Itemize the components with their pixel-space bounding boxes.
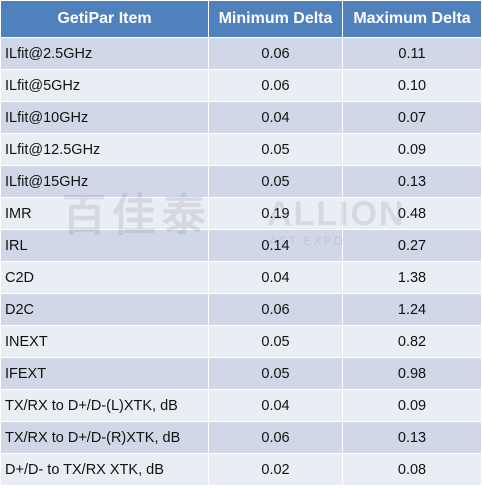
header-getipar-item: GetiPar Item bbox=[0, 0, 209, 38]
item-cell: TX/RX to D+/D-(L)XTK, dB bbox=[0, 389, 209, 422]
table-row: IRL 0.14 0.27 bbox=[0, 229, 482, 262]
maximum-delta-cell: 0.07 bbox=[342, 101, 482, 134]
table-row: IFEXT 0.05 0.98 bbox=[0, 357, 482, 390]
table-row: ILfit@12.5GHz 0.05 0.09 bbox=[0, 133, 482, 166]
minimum-delta-cell: 0.02 bbox=[208, 453, 343, 486]
item-cell: C2D bbox=[0, 261, 209, 294]
item-cell: ILfit@5GHz bbox=[0, 69, 209, 102]
minimum-delta-cell: 0.05 bbox=[208, 165, 343, 198]
maximum-delta-cell: 0.13 bbox=[342, 421, 482, 454]
table-header-row: GetiPar Item Minimum Delta Maximum Delta bbox=[0, 0, 482, 38]
maximum-delta-cell: 0.48 bbox=[342, 197, 482, 230]
minimum-delta-cell: 0.06 bbox=[208, 293, 343, 326]
maximum-delta-cell: 0.98 bbox=[342, 357, 482, 390]
minimum-delta-cell: 0.06 bbox=[208, 421, 343, 454]
minimum-delta-cell: 0.06 bbox=[208, 69, 343, 102]
header-minimum-delta: Minimum Delta bbox=[208, 0, 343, 38]
item-cell: ILfit@10GHz bbox=[0, 101, 209, 134]
table-row: C2D 0.04 1.38 bbox=[0, 261, 482, 294]
maximum-delta-cell: 0.13 bbox=[342, 165, 482, 198]
table-row: D+/D- to TX/RX XTK, dB 0.02 0.08 bbox=[0, 453, 482, 486]
table-row: ILfit@5GHz 0.06 0.10 bbox=[0, 69, 482, 102]
item-cell: TX/RX to D+/D-(R)XTK, dB bbox=[0, 421, 209, 454]
minimum-delta-cell: 0.05 bbox=[208, 325, 343, 358]
maximum-delta-cell: 0.08 bbox=[342, 453, 482, 486]
table-body: ILfit@2.5GHz 0.06 0.11 ILfit@5GHz 0.06 0.10 IL… bbox=[0, 37, 482, 486]
minimum-delta-cell: 0.04 bbox=[208, 389, 343, 422]
table-row: D2C 0.06 1.24 bbox=[0, 293, 482, 326]
maximum-delta-cell: 0.82 bbox=[342, 325, 482, 358]
maximum-delta-cell: 1.38 bbox=[342, 261, 482, 294]
maximum-delta-cell: 0.10 bbox=[342, 69, 482, 102]
item-cell: ILfit@12.5GHz bbox=[0, 133, 209, 166]
table-row: ILfit@2.5GHz 0.06 0.11 bbox=[0, 37, 482, 70]
minimum-delta-cell: 0.04 bbox=[208, 261, 343, 294]
table-row: TX/RX to D+/D-(L)XTK, dB 0.04 0.09 bbox=[0, 389, 482, 422]
maximum-delta-cell: 0.11 bbox=[342, 37, 482, 70]
table-row: IMR 0.19 0.48 bbox=[0, 197, 482, 230]
item-cell: INEXT bbox=[0, 325, 209, 358]
item-cell: ILfit@2.5GHz bbox=[0, 37, 209, 70]
maximum-delta-cell: 0.09 bbox=[342, 389, 482, 422]
maximum-delta-cell: 0.27 bbox=[342, 229, 482, 262]
item-cell: IRL bbox=[0, 229, 209, 262]
item-cell: IMR bbox=[0, 197, 209, 230]
maximum-delta-cell: 1.24 bbox=[342, 293, 482, 326]
minimum-delta-cell: 0.04 bbox=[208, 101, 343, 134]
table-row: ILfit@15GHz 0.05 0.13 bbox=[0, 165, 482, 198]
minimum-delta-cell: 0.14 bbox=[208, 229, 343, 262]
table-row: TX/RX to D+/D-(R)XTK, dB 0.06 0.13 bbox=[0, 421, 482, 454]
item-cell: D+/D- to TX/RX XTK, dB bbox=[0, 453, 209, 486]
item-cell: IFEXT bbox=[0, 357, 209, 390]
minimum-delta-cell: 0.06 bbox=[208, 37, 343, 70]
maximum-delta-cell: 0.09 bbox=[342, 133, 482, 166]
item-cell: D2C bbox=[0, 293, 209, 326]
item-cell: ILfit@15GHz bbox=[0, 165, 209, 198]
minimum-delta-cell: 0.05 bbox=[208, 357, 343, 390]
table-row: INEXT 0.05 0.82 bbox=[0, 325, 482, 358]
minimum-delta-cell: 0.05 bbox=[208, 133, 343, 166]
header-maximum-delta: Maximum Delta bbox=[342, 0, 482, 38]
table-row: ILfit@10GHz 0.04 0.07 bbox=[0, 101, 482, 134]
minimum-delta-cell: 0.19 bbox=[208, 197, 343, 230]
